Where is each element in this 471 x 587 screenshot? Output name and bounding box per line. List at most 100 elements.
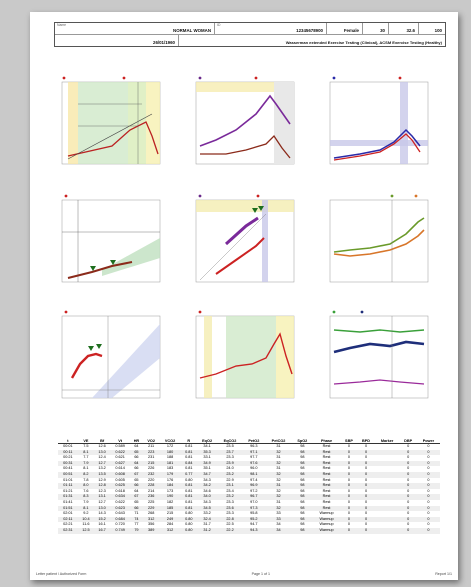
table-cell: 23.7 [217,449,243,456]
table-cell: 0 [347,466,351,471]
table-cell: 65 [134,499,139,504]
table-cell: 23.3 [226,455,234,460]
table-cell: 66 [134,466,139,471]
table-cell: 02:31 [58,527,78,534]
table-cell: 0 [427,522,430,527]
table-cell: 0 [364,499,368,504]
table-cell: 23.9 [217,460,243,467]
table-cell: 96.0 [250,466,258,471]
table-cell: 0.81 [180,505,197,512]
table-cell: 0 [407,455,410,460]
table-cell: 0.627 [110,460,130,467]
table-cell: 23.6 [217,505,243,512]
table-cell: 0 [399,460,417,467]
table-cell: 0 [340,449,358,456]
table-cell: 0 [347,477,351,482]
table-cell: 98 [300,477,305,482]
table-cell: 220 [147,477,155,482]
table-cell: 32 [265,449,293,456]
table-cell: 0 [416,527,440,534]
table-cell: 01:01 [63,477,73,482]
table-cell: Warmup [319,522,334,527]
table-cell: 0 [427,477,430,482]
table-cell: 0.622 [115,499,125,504]
table-cell: 01:11 [58,483,78,489]
table-cell: Rest [312,460,341,467]
table-cell: 12.7 [94,460,111,467]
table-cell: 0.618 [115,488,125,493]
table-cell: 0.80 [180,516,197,523]
table-cell: 98 [292,527,313,534]
table-cell: Warmup [312,516,341,523]
table-cell: 02:01 [63,511,73,516]
table-cell: 7.9 [83,499,89,504]
table-cell: 98.1 [242,471,265,478]
table-cell: 284 [166,522,174,527]
table-cell: 0.634 [110,494,130,500]
table-cell: 32 [265,471,293,478]
table-cell: 7.7 [83,455,89,460]
table-cell: 0.81 [185,466,193,471]
table-cell: 77 [134,522,139,527]
table-cell: 8.0 [77,483,94,489]
table-cell: 34.2 [196,483,218,489]
column-header: VO2 [142,425,160,444]
table-cell: 65 [130,449,143,456]
table-cell: 0 [357,494,375,500]
table-cell: 0 [407,522,410,527]
table-cell: 0 [399,449,417,456]
table-cell: 00:51 [58,471,78,478]
table-cell: 98 [300,488,305,493]
table-cell: 190 [159,494,181,500]
table-cell: 0 [427,444,430,448]
table-cell: 16.7 [94,527,111,534]
table-cell: 67 [130,471,143,478]
table-cell: 98 [292,449,313,456]
table-cell [374,483,400,489]
table-cell: 12.7 [98,499,106,504]
table-cell: 0 [364,522,368,527]
table-cell: 34.1 [203,444,211,448]
table-cell: 0.622 [110,449,130,456]
table-cell: 8.3 [77,494,94,500]
table-cell: 0.80 [180,527,197,534]
table-cell: 223 [142,449,160,456]
table-cell: 11.6 [82,522,90,527]
table-cell: 35.3 [196,449,218,456]
table-cell: 0 [416,483,440,489]
value-a-cell: 32.6 [389,23,419,34]
table-cell: 34.0 [196,494,218,500]
table-cell: 00:41 [63,466,73,471]
table-cell: 0 [340,483,358,489]
table-cell: 0 [340,505,358,512]
table-cell: 66 [130,483,143,489]
table-cell: 0.643 [115,511,125,516]
table-cell: 31 [276,455,281,460]
table-cell: 34 [265,527,293,534]
table-cell: 32 [265,494,293,500]
table-cell: 32.4 [196,516,218,523]
table-row: 00:51 8.2 13.5 0.608 67 232 179 0.77 34.7 23.2 98.… [58,471,440,478]
table-cell: Warmup [312,527,341,534]
table-cell: 0 [347,499,351,504]
table-cell: 12.5 [77,527,94,534]
table-cell: 15.2 [94,516,111,523]
table-cell [374,471,400,478]
table-cell: 34.3 [203,477,211,482]
table-row: 01:31 8.3 13.1 0.634 67 236 190 0.81 34.0 23.2 96.… [58,494,440,500]
table-header-row: t VE Bf Vt HR VO2 VCO2 R EqO2 EqCO2 PetO2 PetCO2 SpO… [58,425,440,444]
table-cell: 98 [292,460,313,467]
plot-9 [320,308,438,412]
table-cell: 23.2 [217,494,243,500]
table-cell: 0.81 [185,455,193,460]
table-cell: 0 [399,527,417,534]
table-body: 00:01 7.5 12.6 0.589 64 211 172 0.81 34.1 23.5 96.… [58,444,440,534]
table-cell: 0.749 [110,527,130,534]
table-cell: 97.6 [242,460,265,467]
column-header: EqO2 [196,425,218,444]
table-cell: 94.7 [250,522,258,527]
table-cell: 33 [276,511,281,516]
table-cell: 0 [416,494,440,500]
table-cell: 0 [347,511,351,516]
table-cell: 0 [399,516,417,523]
